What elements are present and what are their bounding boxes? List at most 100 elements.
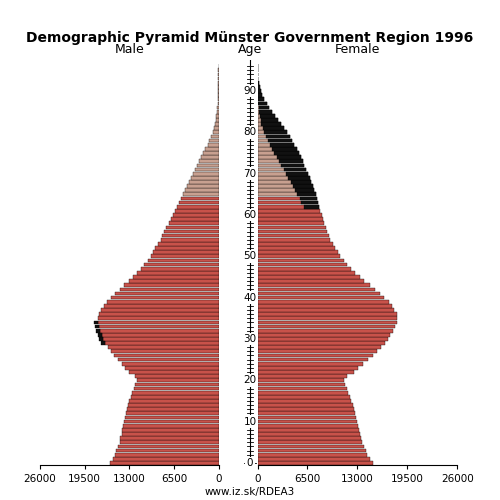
Bar [258, 275, 360, 279]
Bar [286, 172, 308, 176]
Text: 30: 30 [244, 334, 256, 344]
Bar [258, 262, 348, 266]
Bar [258, 94, 262, 97]
Bar [258, 395, 350, 398]
Bar [197, 164, 218, 167]
Bar [258, 102, 266, 105]
Bar [258, 238, 330, 242]
Bar [100, 329, 218, 332]
Bar [258, 370, 354, 374]
Text: 0: 0 [247, 458, 254, 468]
Bar [258, 354, 372, 358]
Bar [258, 209, 320, 212]
Bar [212, 130, 218, 134]
Bar [258, 308, 394, 312]
Bar [258, 151, 299, 155]
Bar [141, 267, 218, 270]
Bar [258, 296, 384, 300]
Bar [258, 453, 368, 456]
Bar [129, 399, 218, 403]
Bar [258, 399, 351, 403]
Text: Age: Age [238, 43, 262, 56]
Bar [158, 242, 218, 246]
Bar [175, 209, 218, 212]
Bar [300, 196, 316, 200]
Bar [258, 172, 308, 176]
Bar [258, 288, 375, 291]
Bar [258, 444, 364, 448]
Bar [215, 122, 218, 126]
Bar [216, 118, 218, 122]
Bar [258, 180, 312, 184]
Bar [258, 242, 333, 246]
Bar [268, 138, 292, 142]
Bar [258, 160, 303, 163]
Bar [258, 85, 260, 88]
Bar [258, 284, 370, 287]
Bar [258, 222, 324, 225]
Bar [173, 213, 218, 217]
Bar [276, 156, 300, 159]
Bar [96, 329, 100, 332]
Bar [260, 118, 278, 122]
Bar [258, 333, 390, 336]
Bar [258, 366, 358, 370]
Bar [166, 226, 218, 229]
Bar [258, 81, 259, 84]
Bar [189, 180, 218, 184]
Bar [258, 168, 306, 172]
Bar [258, 81, 259, 84]
Bar [214, 126, 218, 130]
Text: 20: 20 [244, 376, 256, 386]
Bar [258, 267, 351, 270]
Bar [258, 440, 362, 444]
Bar [193, 172, 218, 176]
Bar [161, 238, 218, 242]
Bar [258, 164, 304, 167]
Bar [138, 271, 218, 274]
Text: 80: 80 [244, 128, 256, 138]
Bar [258, 192, 316, 196]
Bar [134, 275, 218, 279]
Bar [129, 370, 218, 374]
Bar [164, 230, 218, 234]
Bar [104, 304, 218, 308]
Bar [94, 320, 98, 324]
Bar [169, 222, 218, 225]
Text: Male: Male [114, 43, 144, 56]
Bar [125, 366, 218, 370]
Bar [258, 98, 264, 101]
Bar [258, 184, 313, 188]
Bar [258, 258, 344, 262]
Bar [122, 428, 218, 432]
Bar [120, 440, 218, 444]
Bar [95, 324, 99, 328]
Bar [130, 395, 218, 398]
Bar [132, 391, 218, 394]
Text: 40: 40 [244, 292, 256, 302]
Bar [125, 416, 218, 420]
Text: 50: 50 [244, 252, 256, 262]
Bar [258, 386, 346, 390]
Bar [258, 358, 368, 362]
Bar [258, 89, 261, 93]
Bar [258, 316, 398, 320]
Bar [258, 378, 344, 382]
Bar [102, 333, 218, 336]
Bar [128, 403, 218, 407]
Bar [290, 180, 312, 184]
Text: Female: Female [334, 43, 380, 56]
Bar [101, 341, 105, 345]
Bar [258, 106, 270, 110]
Bar [180, 200, 218, 204]
Bar [258, 226, 326, 229]
Bar [191, 176, 218, 180]
Bar [115, 453, 218, 456]
Bar [258, 122, 281, 126]
Bar [258, 457, 370, 460]
Bar [258, 412, 355, 415]
Bar [115, 292, 218, 296]
Bar [208, 143, 218, 146]
Bar [123, 424, 218, 428]
Bar [260, 114, 275, 117]
